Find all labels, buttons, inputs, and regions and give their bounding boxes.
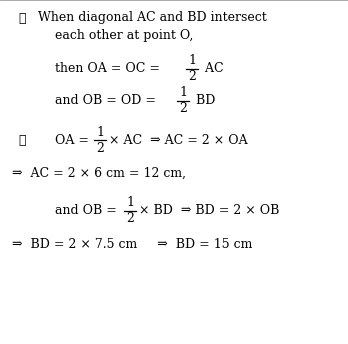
Text: 2: 2 [188,71,196,84]
Text: 1: 1 [179,86,187,99]
Text: AC: AC [201,63,224,75]
Text: 2: 2 [96,141,104,154]
Text: ⇒  BD = 2 × 7.5 cm     ⇒  BD = 15 cm: ⇒ BD = 2 × 7.5 cm ⇒ BD = 15 cm [12,238,252,251]
Text: 2: 2 [179,103,187,116]
Text: 2: 2 [126,213,134,226]
Text: and OB =: and OB = [55,204,121,217]
Text: each other at point O,: each other at point O, [55,30,193,43]
Text: OA =: OA = [55,133,93,147]
Text: ∴: ∴ [18,11,25,24]
Text: ⇒  AC = 2 × 6 cm = 12 cm,: ⇒ AC = 2 × 6 cm = 12 cm, [12,166,186,180]
Text: 1: 1 [188,54,196,67]
Text: and OB = OD =: and OB = OD = [55,95,160,107]
Text: then OA = OC =: then OA = OC = [55,63,164,75]
Text: ∴: ∴ [18,133,25,147]
Text: 1: 1 [126,196,134,209]
Text: × AC  ⇒ AC = 2 × OA: × AC ⇒ AC = 2 × OA [109,133,248,147]
Text: × BD  ⇒ BD = 2 × OB: × BD ⇒ BD = 2 × OB [139,204,279,217]
Text: 1: 1 [96,126,104,139]
Text: BD: BD [192,95,215,107]
Text: When diagonal AC and BD intersect: When diagonal AC and BD intersect [38,11,267,24]
